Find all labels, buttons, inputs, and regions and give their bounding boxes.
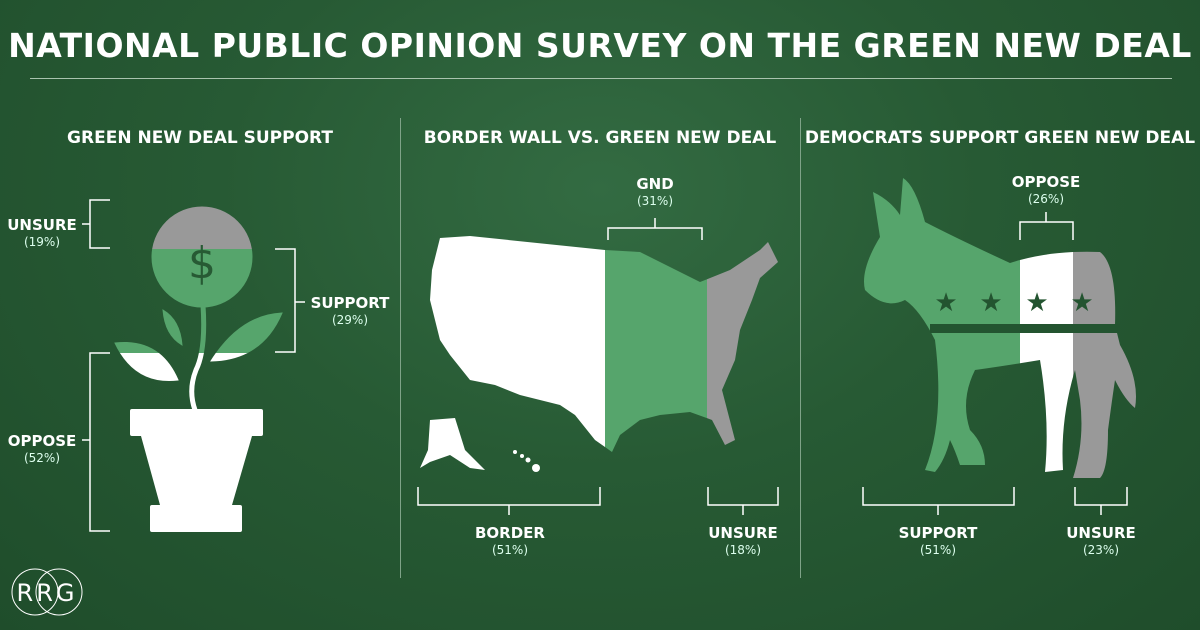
section3-title: DEMOCRATS SUPPORT GREEN NEW DEAL <box>804 128 1196 148</box>
svg-text:★: ★ <box>1070 288 1093 318</box>
money-plant-icon: $ <box>115 207 282 532</box>
rrg-logo: RRG <box>11 568 83 616</box>
label-oppose-1: OPPOSE (52%) <box>7 432 77 466</box>
dollar-icon: $ <box>188 238 216 289</box>
section-divider <box>400 118 401 578</box>
svg-text:★: ★ <box>1025 288 1048 318</box>
label-unsure-3: UNSURE (23%) <box>1066 524 1136 558</box>
alaska-shape <box>420 418 485 470</box>
label-unsure-1: UNSURE (19%) <box>7 216 77 250</box>
section1-title: GREEN NEW DEAL SUPPORT <box>67 128 333 148</box>
us-map-icon <box>420 236 778 472</box>
label-support-3: SUPPORT (51%) <box>898 524 978 558</box>
label-gnd: GND (31%) <box>636 175 674 209</box>
brackets <box>82 199 1128 532</box>
section-divider <box>800 118 801 578</box>
democrat-donkey-icon: ★ ★ ★ ★ <box>864 178 1136 478</box>
svg-text:★: ★ <box>934 288 957 318</box>
star-icons: ★ ★ ★ ★ <box>934 288 1093 318</box>
svg-text:RRG: RRG <box>17 579 78 607</box>
page-title: NATIONAL PUBLIC OPINION SURVEY ON THE GR… <box>8 26 1192 65</box>
label-support-1: SUPPORT (29%) <box>310 294 390 328</box>
label-unsure-2: UNSURE (18%) <box>708 524 778 558</box>
svg-text:★: ★ <box>979 288 1002 318</box>
title-divider <box>30 78 1172 79</box>
label-oppose-3: OPPOSE (26%) <box>1011 173 1081 207</box>
hawaii-shape <box>513 450 540 472</box>
label-border: BORDER (51%) <box>475 524 545 558</box>
section2-title: BORDER WALL VS. GREEN NEW DEAL <box>423 128 777 148</box>
